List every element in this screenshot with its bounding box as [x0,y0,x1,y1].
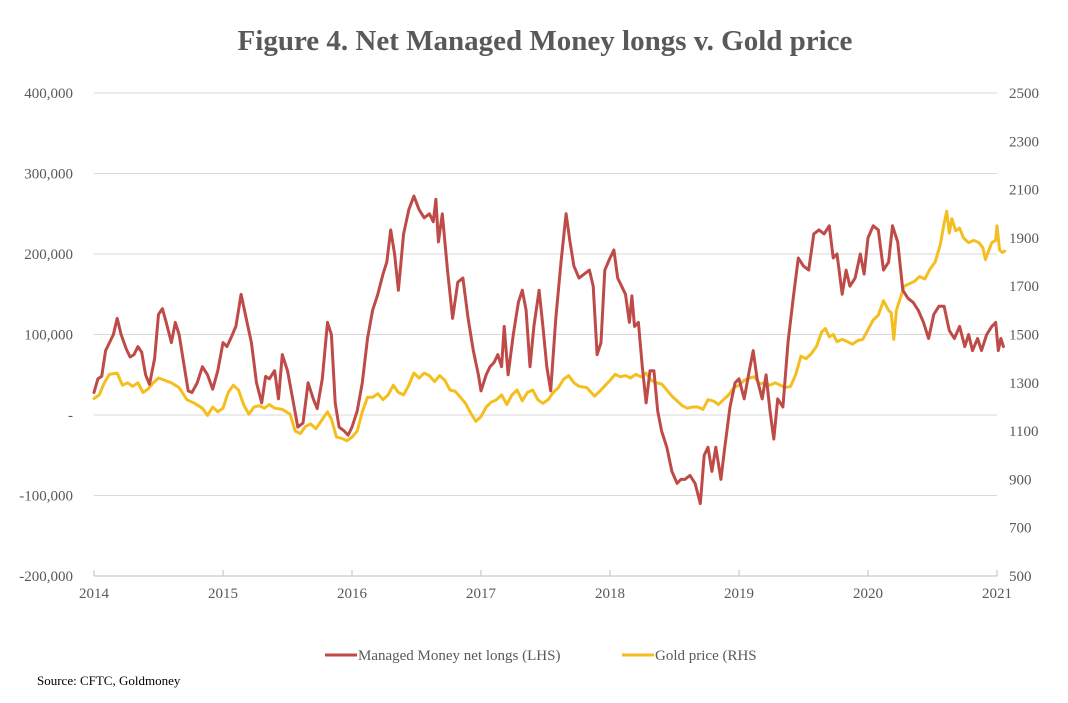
x-tick-label: 2018 [595,586,625,602]
right-tick-label: 1300 [1009,376,1039,392]
series-line-managed-money [92,194,1005,506]
right-tick-label: 2100 [1009,183,1039,199]
right-tick-label: 1500 [1009,328,1039,344]
source-note: Source: CFTC, Goldmoney [37,673,181,688]
left-tick-label: 200,000 [24,247,73,263]
chart-title: Figure 4. Net Managed Money longs v. Gol… [238,25,853,57]
right-tick-label: 2500 [1009,86,1039,102]
right-tick-label: 1100 [1009,424,1038,440]
x-tick-label: 2019 [724,586,754,602]
legend-label-gold-price: Gold price (RHS [655,648,757,664]
left-tick-label: 400,000 [24,86,73,102]
right-tick-label: 1900 [1009,231,1039,247]
legend-label-managed-money: Managed Money net longs (LHS) [358,648,560,664]
gridlines [94,92,997,577]
series-lines [92,194,1007,506]
right-tick-label: 500 [1009,569,1032,585]
right-axis-ticks: 2500 2300 2100 1900 1700 1500 1300 1100 900 700 50… [1009,86,1039,585]
right-tick-label: 700 [1009,521,1032,537]
x-tick-label: 2017 [466,586,497,602]
x-tick-label: 2016 [337,586,368,602]
left-axis-ticks: 400,000 300,000 200,000 100,000 - -100,000 -20… [19,86,73,585]
x-tick-label: 2014 [79,586,110,602]
x-tick-label: 2021 [982,586,1012,602]
x-axis: 2014 2015 2016 2017 2018 2019 2020 2021 [79,570,1012,602]
x-tick-label: 2015 [208,586,238,602]
left-tick-label: 300,000 [24,167,73,183]
right-tick-label: 2300 [1009,134,1039,150]
x-tick-label: 2020 [853,586,883,602]
left-tick-label: -200,000 [19,569,73,585]
left-tick-label: -100,000 [19,489,73,505]
legend-item-managed-money: Managed Money net longs (LHS) [325,648,560,664]
legend: Managed Money net longs (LHS) Gold price… [325,648,757,664]
right-tick-label: 900 [1009,472,1032,488]
series-line-gold-price [92,209,1007,443]
left-tick-label: 100,000 [24,328,73,344]
right-tick-label: 1700 [1009,279,1039,295]
legend-item-gold-price: Gold price (RHS [622,648,757,664]
left-tick-label: - [68,408,73,424]
